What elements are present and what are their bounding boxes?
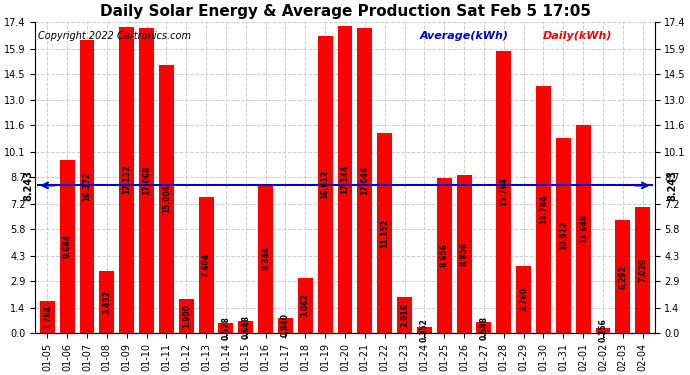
Text: 17.044: 17.044 bbox=[360, 166, 369, 195]
Bar bbox=[357, 28, 373, 333]
Text: 3.760: 3.760 bbox=[519, 287, 528, 311]
Text: 0.352: 0.352 bbox=[420, 318, 429, 342]
Text: 17.132: 17.132 bbox=[122, 165, 131, 194]
Bar bbox=[397, 297, 412, 333]
Text: 6.292: 6.292 bbox=[618, 265, 627, 288]
Bar bbox=[536, 86, 551, 333]
Text: 0.588: 0.588 bbox=[480, 316, 489, 340]
Bar bbox=[556, 138, 571, 333]
Text: 8.856: 8.856 bbox=[460, 242, 469, 266]
Bar bbox=[575, 124, 591, 333]
Bar bbox=[199, 197, 213, 333]
Text: 1.900: 1.900 bbox=[181, 304, 190, 328]
Bar bbox=[635, 207, 650, 333]
Text: 7.604: 7.604 bbox=[201, 253, 210, 277]
Bar bbox=[337, 26, 353, 333]
Text: Average(kWh): Average(kWh) bbox=[420, 31, 509, 41]
Bar bbox=[60, 160, 75, 333]
Bar bbox=[99, 272, 115, 333]
Bar bbox=[496, 51, 511, 333]
Text: 3.062: 3.062 bbox=[301, 294, 310, 317]
Bar bbox=[139, 28, 154, 333]
Bar bbox=[258, 184, 273, 333]
Text: 2.016: 2.016 bbox=[400, 303, 409, 327]
Bar bbox=[457, 174, 471, 333]
Text: 11.152: 11.152 bbox=[380, 219, 389, 248]
Bar bbox=[79, 40, 95, 333]
Bar bbox=[238, 321, 253, 333]
Bar bbox=[179, 299, 194, 333]
Text: 16.612: 16.612 bbox=[321, 170, 330, 199]
Bar bbox=[516, 266, 531, 333]
Text: 8.344: 8.344 bbox=[261, 246, 270, 270]
Text: 13.784: 13.784 bbox=[539, 195, 548, 224]
Text: 17.068: 17.068 bbox=[142, 166, 151, 195]
Text: 10.912: 10.912 bbox=[559, 221, 568, 250]
Text: 17.144: 17.144 bbox=[340, 165, 350, 194]
Bar bbox=[437, 178, 452, 333]
Text: 0.256: 0.256 bbox=[598, 319, 607, 342]
Bar bbox=[219, 323, 233, 333]
Text: 0.840: 0.840 bbox=[281, 314, 290, 338]
Text: Daily(kWh): Daily(kWh) bbox=[543, 31, 613, 41]
Bar bbox=[477, 322, 491, 333]
Title: Daily Solar Energy & Average Production Sat Feb 5 17:05: Daily Solar Energy & Average Production … bbox=[99, 4, 591, 19]
Text: 8.243: 8.243 bbox=[667, 170, 677, 201]
Bar bbox=[298, 278, 313, 333]
Text: 0.648: 0.648 bbox=[241, 315, 250, 339]
Text: 0.528: 0.528 bbox=[221, 316, 230, 340]
Bar bbox=[159, 64, 174, 333]
Text: 15.004: 15.004 bbox=[162, 184, 171, 213]
Text: 9.684: 9.684 bbox=[63, 234, 72, 258]
Bar bbox=[40, 302, 55, 333]
Text: 8.243: 8.243 bbox=[23, 170, 33, 201]
Text: 15.764: 15.764 bbox=[500, 177, 509, 207]
Bar bbox=[119, 27, 134, 333]
Text: 11.648: 11.648 bbox=[579, 214, 588, 243]
Bar bbox=[417, 327, 432, 333]
Bar bbox=[595, 328, 611, 333]
Text: 3.432: 3.432 bbox=[102, 290, 111, 314]
Bar bbox=[615, 220, 630, 333]
Bar bbox=[377, 134, 392, 333]
Text: 7.020: 7.020 bbox=[638, 258, 647, 282]
Text: Copyright 2022 Cartronics.com: Copyright 2022 Cartronics.com bbox=[39, 31, 192, 41]
Bar bbox=[317, 36, 333, 333]
Bar bbox=[278, 318, 293, 333]
Text: 1.764: 1.764 bbox=[43, 305, 52, 329]
Text: 8.656: 8.656 bbox=[440, 243, 449, 267]
Text: 16.372: 16.372 bbox=[83, 172, 92, 201]
